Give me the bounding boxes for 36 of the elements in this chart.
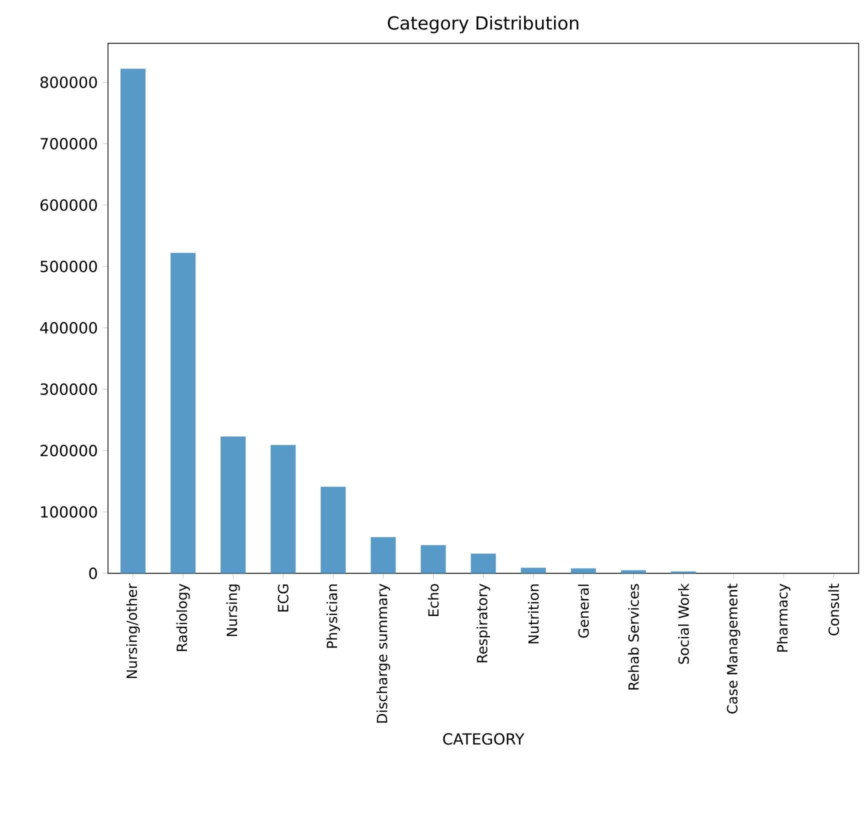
y-tick-label: 400000 bbox=[40, 322, 97, 334]
bar bbox=[420, 545, 446, 574]
x-tick-label: General bbox=[578, 584, 589, 638]
bar bbox=[170, 252, 196, 574]
y-tick-label: 200000 bbox=[40, 444, 97, 456]
x-tick-label: Echo bbox=[428, 584, 439, 616]
bar bbox=[320, 486, 346, 574]
x-tick-label: Pharmacy bbox=[776, 584, 790, 652]
x-tick-label: Case Management bbox=[726, 584, 740, 714]
x-tick-label: Social Work bbox=[678, 583, 689, 664]
y-tick-label: 100000 bbox=[41, 506, 97, 518]
bar bbox=[220, 436, 246, 574]
y-tick-label: 700000 bbox=[40, 138, 97, 150]
x-tick-label: Discharge summary bbox=[376, 584, 390, 723]
y-tick-label: 600000 bbox=[40, 199, 97, 211]
y-tick-label: 800000 bbox=[40, 76, 97, 88]
x-tick-label: ECG bbox=[278, 584, 288, 612]
bar bbox=[120, 68, 146, 574]
x-tick-label: Rehab Services bbox=[628, 584, 639, 690]
y-tick-label: 300000 bbox=[40, 383, 97, 395]
x-tick-label: Consult bbox=[828, 584, 840, 636]
y-tick-label: 500000 bbox=[40, 260, 97, 272]
x-tick-label: Radiology bbox=[176, 584, 190, 651]
bar bbox=[570, 568, 596, 574]
x-tick-label: Nursing bbox=[226, 584, 240, 636]
bar bbox=[470, 554, 496, 574]
x-tick-label: Nutrition bbox=[528, 584, 539, 644]
x-tick-label: Physician bbox=[326, 584, 340, 648]
x-tick-label: Nursing/other bbox=[126, 583, 140, 678]
bar bbox=[520, 568, 546, 574]
chart-title: Category Distribution bbox=[388, 16, 578, 34]
x-tick-label: Respiratory bbox=[476, 584, 490, 662]
bar bbox=[370, 537, 396, 574]
bar bbox=[270, 445, 296, 574]
y-tick-label: 0 bbox=[89, 568, 97, 580]
x-axis-title: CATEGORY bbox=[443, 733, 524, 745]
